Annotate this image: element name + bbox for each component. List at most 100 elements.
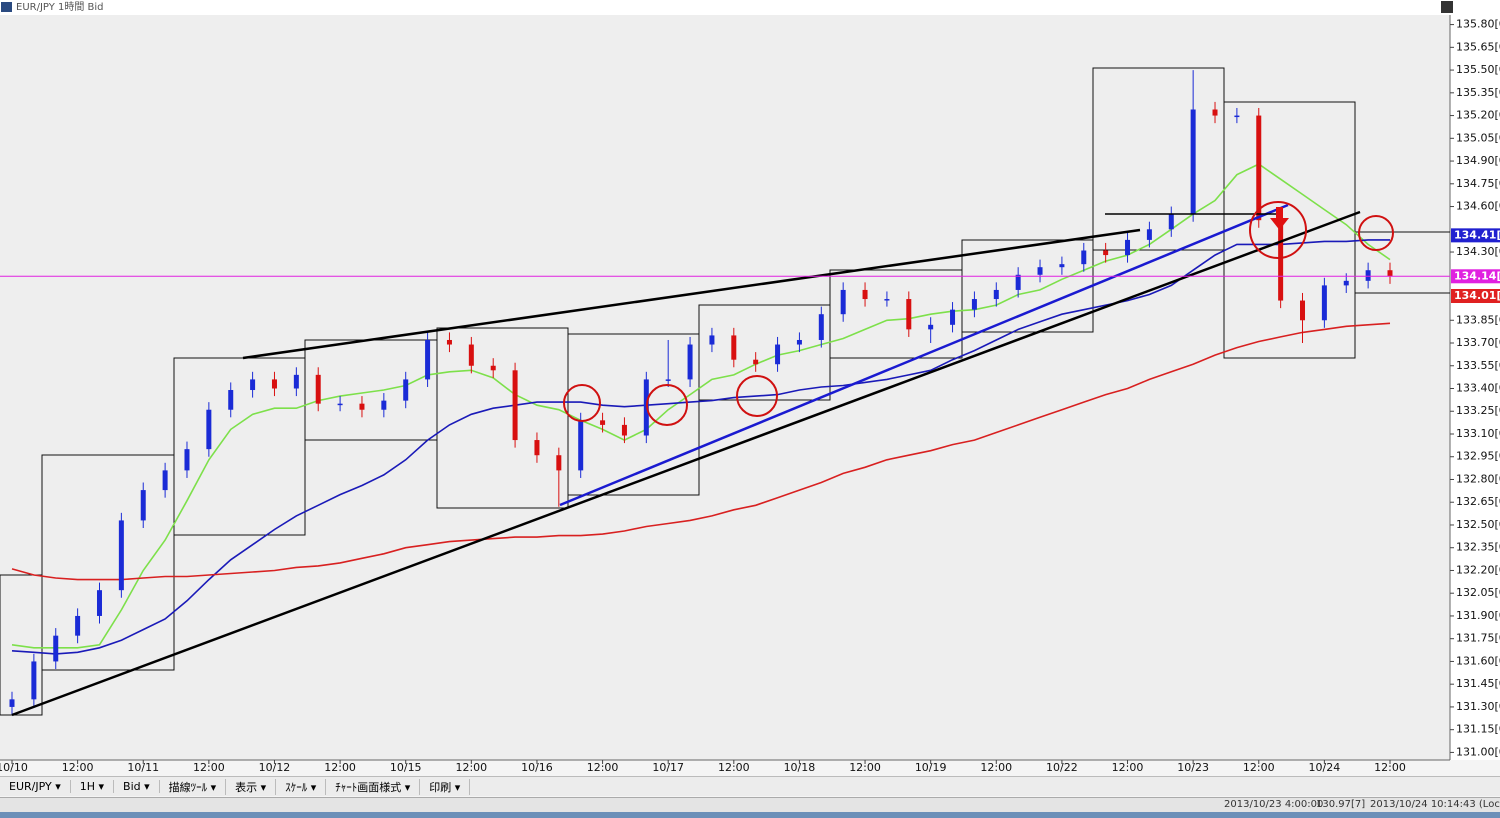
window-title: EUR/JPY 1時間 Bid [16,1,104,13]
y-tick-label: 132.50[0] [1456,518,1500,531]
toolbar-button[interactable]: EUR/JPY ▾ [0,780,71,793]
candle-body [337,403,343,406]
y-tick-label: 131.90[0] [1456,609,1500,622]
toolbar-button[interactable]: ﾁｬｰﾄ画面様式 ▾ [326,778,421,795]
candle-body [118,520,124,591]
toolbar-button[interactable]: 表示 ▾ [226,778,277,795]
x-tick-label: 12:00 [1112,761,1144,774]
y-tick-label: 134.75[0] [1456,177,1500,190]
plot-area [0,15,1450,760]
y-tick-label: 132.05[0] [1456,586,1500,599]
toolbar: EUR/JPY ▾ 1H ▾ Bid ▾ 描線ﾂｰﾙ ▾ 表示 ▾ ｽｹｰﾙ ▾ ﾁｬｰﾄ画… [0,776,1500,796]
y-tick-label: 135.35[0] [1456,86,1500,99]
candle-body [665,379,671,381]
x-tick-label: 12:00 [455,761,487,774]
y-tick-label: 134.30[0] [1456,245,1500,258]
y-tick-label: 135.50[0] [1456,63,1500,76]
y-tick-label: 132.20[0] [1456,563,1500,576]
y-tick-label: 132.80[0] [1456,472,1500,485]
y-tick-label: 135.05[0] [1456,131,1500,144]
range-boxes [0,67,1450,716]
x-tick-label: 10/22 [1046,761,1078,774]
x-tick-label: 12:00 [718,761,750,774]
candle-body [250,379,256,391]
candle-body [621,424,627,436]
moving-average [11,239,1390,655]
y-tick-label: 135.80[0] [1456,18,1500,31]
y-tick-label: 132.95[0] [1456,450,1500,463]
annotations [11,201,1394,717]
x-tick-label: 10/10 [0,761,28,774]
candle-body [840,289,846,315]
toolbar-button[interactable]: Bid ▾ [114,780,160,793]
candle-body [206,409,212,450]
candle-body [1059,264,1065,268]
candle-body [928,324,934,330]
moving-average [11,163,1391,649]
x-tick-label: 12:00 [193,761,225,774]
candle-body [293,374,299,389]
candle-body [950,309,956,325]
candle-body [359,403,365,410]
candle-body [512,370,518,441]
candle-body [1168,214,1174,230]
candle-body [1234,115,1240,118]
toolbar-button[interactable]: ｽｹｰﾙ ▾ [276,778,327,795]
candle-body [1212,109,1218,116]
toolbar-button[interactable]: 印刷 ▾ [420,778,471,795]
y-tick-label: 131.30[0] [1456,700,1500,713]
candle-body [53,635,59,662]
candle-body [140,490,146,521]
y-tick-label: 131.15[0] [1456,723,1500,736]
y-tick-label: 131.45[0] [1456,677,1500,690]
candle-body [709,335,715,345]
candle-body [600,420,606,425]
price-label: 134.41[3 [1454,228,1500,241]
candle-body [884,299,890,301]
x-tick-label: 10/17 [652,761,684,774]
x-tick-label: 12:00 [62,761,94,774]
y-tick-label: 133.10[0] [1456,427,1500,440]
candle-body [971,299,977,310]
candle-body [1343,280,1349,286]
candle-body [687,344,693,380]
x-tick-label: 12:00 [587,761,619,774]
y-tick-label: 131.00[0] [1456,745,1500,758]
candle-body [96,590,102,616]
candle-body [315,374,321,404]
candle-body [1278,220,1284,301]
candle-body [184,449,190,471]
x-tick-label: 10/16 [521,761,553,774]
x-tick-label: 12:00 [849,761,881,774]
y-tick-label: 131.60[0] [1456,654,1500,667]
window-button[interactable] [1441,1,1453,13]
candle-body [862,289,868,300]
candle-body [271,379,277,389]
x-tick-label: 12:00 [324,761,356,774]
price-label-box [1451,269,1500,284]
price-label: 134.01[0 [1454,289,1500,302]
y-tick-label: 133.25[0] [1456,404,1500,417]
status-bar: 2013/10/23 4:00:00 130.97[7] 2013/10/24 10… [0,797,1500,813]
candle-body [1365,270,1371,281]
candle-body [753,359,759,365]
toolbar-button[interactable]: 描線ﾂｰﾙ ▾ [160,778,227,795]
chart: EUR/JPY 1時間 Bid 131.00[0] 131.15[0] 131.30… [0,0,1500,774]
price-label: 134.14[9 [1454,269,1500,282]
x-tick-label: 10/11 [127,761,159,774]
candle-body [228,390,234,410]
y-tick-label: 133.55[0] [1456,359,1500,372]
candle-body [1321,285,1327,321]
candle-body [9,699,15,707]
candle-body [1081,250,1087,265]
y-tick-label: 133.85[0] [1456,313,1500,326]
candle-body [403,379,409,401]
status-field: 2013/10/23 4:00:00 [1224,799,1324,810]
candle-body [162,470,168,491]
candle-body [31,661,37,700]
x-tick-label: 10/19 [915,761,947,774]
candle-body [731,335,737,360]
y-tick-label: 135.20[0] [1456,109,1500,122]
y-tick-label: 135.65[0] [1456,40,1500,53]
toolbar-button[interactable]: 1H ▾ [71,780,115,793]
